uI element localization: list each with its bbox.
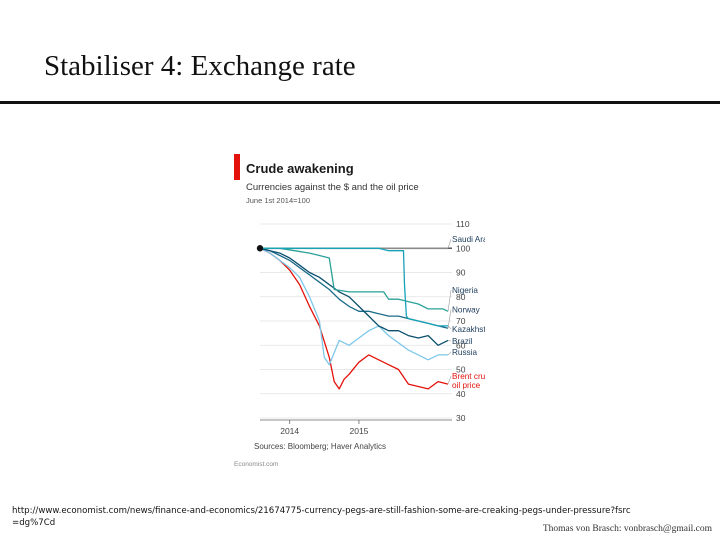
label-leader: [447, 376, 452, 385]
chart-subtitle: Currencies against the $ and the oil pri…: [246, 182, 419, 193]
series-label: Nigeria: [452, 286, 478, 295]
label-leader: [447, 340, 452, 342]
series-line-4: [259, 247, 449, 346]
series-label-line2: oil price: [452, 381, 481, 390]
chart-card: Crude awakening Currencies against the $…: [230, 152, 485, 470]
footer-author: Thomas von Brasch: vonbrasch@gmail.com: [542, 524, 712, 534]
series-label: Brent crude: [452, 372, 485, 381]
label-leader: [447, 239, 452, 249]
label-leader: [447, 290, 452, 312]
y-tick-label: 110: [456, 219, 470, 229]
chart-title: Crude awakening: [246, 161, 354, 176]
y-tick-label: 70: [456, 316, 466, 326]
series-label: Norway: [452, 306, 481, 315]
index-start-point: [256, 245, 264, 252]
y-tick-label: 90: [456, 268, 466, 278]
chart-note: June 1st 2014=100: [246, 196, 310, 205]
slide-title: Stabiliser 4: Exchange rate: [44, 50, 356, 82]
series-line-5: [259, 247, 448, 366]
series-labels: Saudi Arabia Nigeria Norway Kazakhstan Brazi…: [447, 235, 485, 390]
series-group: [256, 245, 449, 390]
title-divider: [0, 101, 720, 104]
source-url: http://www.economist.com/news/finance-an…: [12, 506, 631, 528]
y-tick-label: 30: [456, 413, 466, 423]
label-leader: [447, 351, 452, 356]
brand-accent-bar: [234, 154, 240, 180]
grid: [260, 223, 452, 419]
chart-source: Sources: Bloomberg; Haver Analytics: [254, 442, 386, 451]
brand-label: Economist.com: [234, 461, 278, 468]
x-tick-label: 2014: [280, 426, 299, 436]
series-line-6: [259, 247, 449, 390]
y-tick-label: 60: [456, 340, 466, 350]
series-label: Russia: [452, 348, 477, 357]
label-leader: [447, 309, 452, 329]
y-tick-label: 40: [456, 389, 466, 399]
label-leader: [447, 325, 452, 330]
series-label: Brazil: [452, 337, 473, 346]
axes: 30 40 50 60 70 80 90 100 110 2014 2015: [260, 219, 470, 436]
y-tick-label: 80: [456, 292, 466, 302]
crude-awakening-chart: Crude awakening Currencies against the $…: [234, 154, 485, 468]
x-tick-label: 2015: [349, 426, 368, 436]
y-tick-label: 50: [456, 365, 466, 375]
y-tick-label: 100: [456, 243, 470, 253]
series-label: Kazakhstan: [452, 325, 485, 334]
series-line-2: [259, 247, 449, 329]
series-line-1: [260, 247, 449, 312]
series-line-3: [260, 247, 448, 327]
series-label: Saudi Arabia: [452, 235, 485, 244]
